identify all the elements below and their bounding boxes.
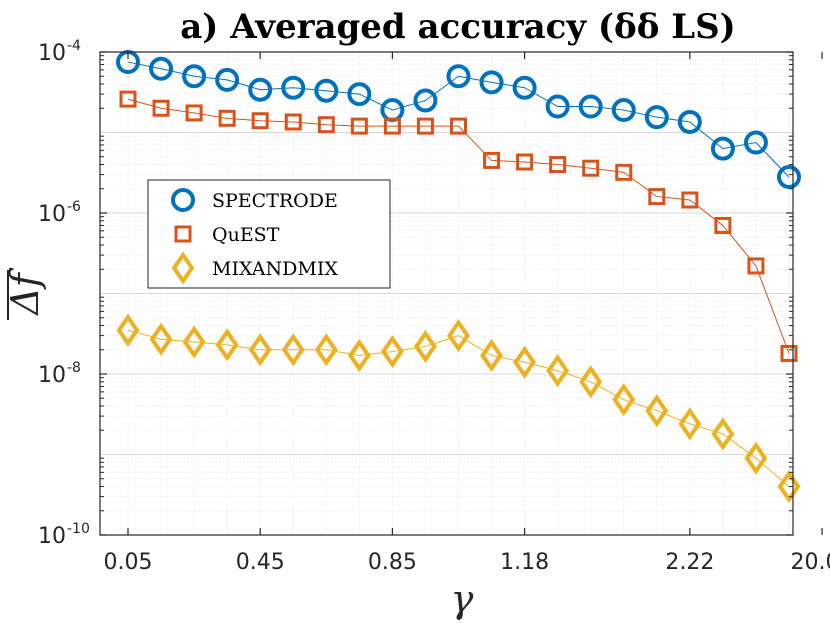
data-point-quest	[416, 117, 434, 135]
data-point-quest	[284, 113, 302, 131]
data-point-spectrode	[347, 82, 372, 107]
data-point-mixandmix	[612, 383, 636, 417]
legend-marker-mixandmix	[171, 251, 195, 285]
data-point-mixandmix	[347, 338, 371, 372]
data-point-quest	[119, 90, 137, 108]
y-tick-label-base: 10	[38, 41, 66, 66]
data-point-quest	[317, 116, 335, 134]
data-point-spectrode	[777, 165, 801, 190]
data-point-mixandmix	[281, 333, 305, 367]
y-tick-label-exponent: -6	[67, 199, 81, 215]
data-point-mixandmix	[380, 335, 404, 369]
x-tick-label: 2.22	[665, 550, 714, 575]
data-point-spectrode	[182, 64, 207, 89]
y-axis-label: Δf	[3, 267, 47, 320]
data-point-quest	[648, 188, 666, 206]
x-tick-label: 20.00	[791, 550, 830, 575]
data-point-quest	[152, 99, 170, 117]
x-axis-label-text: γ	[451, 577, 474, 621]
data-point-spectrode	[545, 94, 570, 119]
data-point-spectrode	[248, 77, 273, 102]
data-point-spectrode	[479, 70, 504, 95]
data-point-spectrode	[149, 56, 174, 81]
data-point-quest	[383, 117, 401, 135]
data-point-quest	[681, 191, 699, 209]
data-point-quest	[714, 216, 732, 234]
data-point-spectrode	[578, 94, 603, 119]
x-tick-label: 1.18	[500, 550, 549, 575]
legend-marker-quest	[174, 225, 192, 243]
data-point-quest	[582, 159, 600, 177]
data-point-quest	[615, 163, 633, 181]
data-point-spectrode	[611, 98, 636, 123]
data-point-quest	[483, 151, 501, 169]
data-point-mixandmix	[480, 338, 503, 372]
data-point-quest	[549, 156, 567, 174]
data-point-spectrode	[281, 75, 306, 100]
data-point-spectrode	[743, 130, 768, 155]
x-axis-label: γ	[451, 577, 474, 621]
data-point-mixandmix	[149, 322, 173, 356]
data-point-mixandmix	[546, 354, 570, 388]
data-point-mixandmix	[215, 328, 239, 362]
y-tick-label-base: 10	[38, 363, 66, 388]
data-point-spectrode	[413, 88, 438, 113]
data-point-quest	[350, 117, 368, 135]
grid-layer	[100, 52, 793, 536]
plot-frame	[99, 51, 794, 536]
data-point-mixandmix	[744, 441, 768, 475]
data-point-mixandmix	[579, 365, 603, 399]
data-point-spectrode	[314, 78, 339, 103]
legend: SPECTRODE QuEST MIXANDMIX	[147, 179, 391, 289]
x-tick-label: 0.05	[104, 550, 153, 575]
data-point-spectrode	[644, 105, 669, 130]
data-point-mixandmix	[711, 417, 735, 451]
data-point-quest	[251, 112, 269, 130]
data-point-mixandmix	[645, 394, 669, 428]
data-point-spectrode	[512, 75, 537, 100]
legend-marker-spectrode	[171, 188, 195, 212]
data-point-spectrode	[215, 67, 240, 92]
y-tick-label-exponent: -10	[67, 521, 90, 537]
data-point-spectrode	[446, 64, 471, 89]
tick-layer: 10-410-610-810 -100.05 0.45 0.85 1.18 2.22 20.…	[38, 38, 830, 575]
data-point-mixandmix	[513, 345, 537, 379]
data-point-mixandmix	[447, 319, 470, 353]
data-point-spectrode	[677, 110, 702, 135]
data-point-mixandmix	[678, 407, 702, 441]
data-point-quest	[516, 153, 534, 171]
y-tick-label-base: 10	[38, 524, 66, 549]
data-point-mixandmix	[414, 329, 437, 363]
data-point-quest	[185, 104, 203, 122]
data-point-quest	[780, 344, 798, 362]
x-tick-label: 0.85	[368, 550, 417, 575]
series-layer	[116, 50, 801, 504]
chart-title: a) Averaged accuracy (δδ LS)	[180, 7, 736, 47]
legend-label-spectrode: SPECTRODE	[212, 190, 338, 212]
data-point-mixandmix	[182, 325, 206, 359]
data-point-mixandmix	[248, 333, 272, 367]
y-tick-label-exponent: -8	[67, 360, 81, 376]
series-line-quest	[127, 98, 790, 354]
data-point-mixandmix	[777, 470, 801, 504]
legend-label-mixandmix: MIXANDMIX	[212, 258, 338, 280]
y-tick-label-exponent: -4	[67, 38, 81, 54]
series-line-mixandmix	[127, 329, 790, 487]
y-axis-label-text: Δf	[3, 267, 47, 316]
x-tick-label: 0.45	[236, 550, 285, 575]
data-point-spectrode	[710, 136, 735, 161]
data-point-quest	[747, 257, 765, 275]
data-point-mixandmix	[314, 333, 338, 367]
data-point-mixandmix	[116, 313, 140, 347]
data-point-quest	[450, 117, 467, 135]
legend-label-quest: QuEST	[212, 224, 280, 246]
y-tick-label-base: 10	[38, 202, 66, 227]
data-point-quest	[218, 109, 236, 127]
